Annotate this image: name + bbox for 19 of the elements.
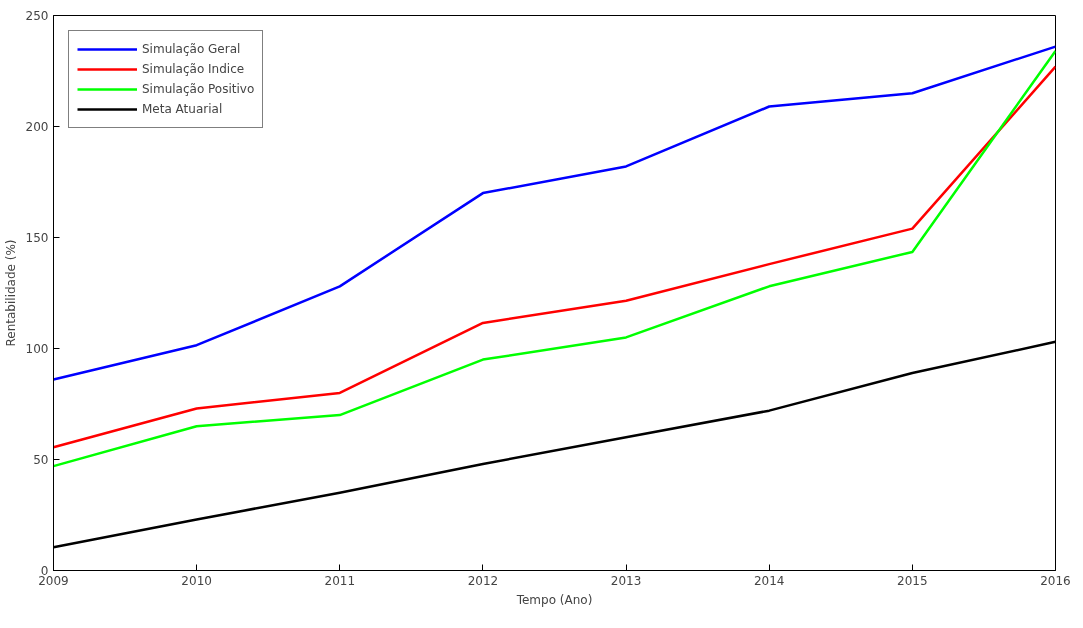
legend-label: Meta Atuarial (142, 102, 223, 116)
x-tick-label: 2013 (610, 573, 642, 588)
y-axis-title: Rentabilidade (%) (3, 239, 18, 347)
y-tick-label: 250 (25, 9, 49, 23)
y-tick-label: 150 (25, 231, 49, 245)
legend-label: Simulação Positivo (142, 82, 255, 96)
y-tick-label: 50 (33, 453, 49, 467)
y-tick-label: 100 (25, 342, 49, 356)
x-tick-label: 2016 (1040, 573, 1071, 588)
x-tick-label: 2011 (324, 573, 356, 588)
legend-label: Simulação Indice (142, 62, 245, 76)
x-tick-label: 2014 (753, 573, 785, 588)
x-tick-label: 2015 (897, 573, 928, 588)
x-axis-title: Tempo (Ano) (515, 592, 593, 607)
y-tick-label: 200 (25, 120, 49, 134)
legend-label: Simulação Geral (142, 42, 241, 56)
x-tick-label: 2012 (467, 573, 499, 588)
line-series (53, 45, 1056, 381)
x-tick-label: 2010 (181, 573, 212, 588)
